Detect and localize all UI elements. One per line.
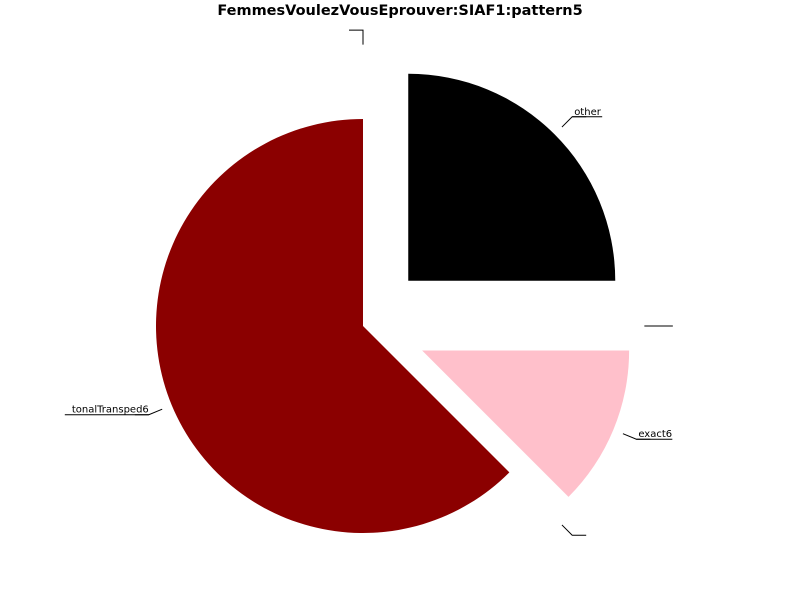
pie-slice-tonalTransped6	[156, 118, 510, 533]
slice-label-other: other	[574, 107, 602, 118]
slice-label-tonalTransped6: tonalTransped6	[72, 405, 149, 416]
slice-label-exact6: exact6	[638, 429, 672, 440]
leader-line-other	[561, 116, 587, 128]
chart-title: FemmesVoulezVousEprouver:SIAF1:pattern5	[217, 3, 583, 19]
leader-line-empty-3	[561, 524, 587, 536]
pie-slice-other	[408, 73, 616, 281]
leader-line-empty-5	[349, 29, 364, 45]
pie-slice-exact6	[422, 350, 630, 497]
